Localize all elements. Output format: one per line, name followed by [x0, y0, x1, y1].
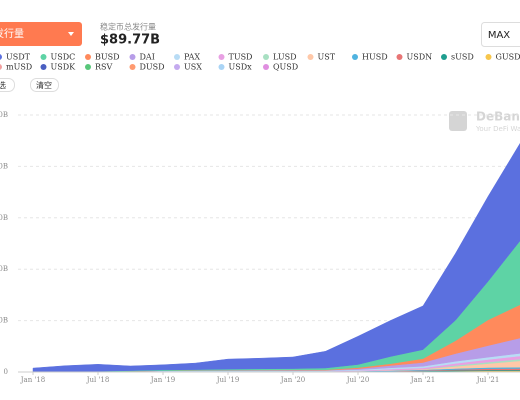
legend-marker — [40, 54, 47, 60]
legend-label: LUSD — [273, 53, 297, 62]
x-tick-label: Jul '18 — [86, 376, 110, 384]
legend-label: USDN — [407, 53, 433, 62]
legend-label: USDx — [229, 63, 253, 72]
legend-label: USDK — [51, 63, 77, 72]
legend-label: PAX — [184, 53, 200, 62]
clear[interactable]: 清空 — [30, 78, 59, 92]
range-button[interactable]: MAX — [481, 22, 520, 47]
clear-label[interactable]: 清空 — [36, 80, 52, 90]
x-tick-label: Jul '19 — [216, 376, 240, 384]
legend-marker — [485, 54, 492, 60]
watermark-subtitle: Your DeFi Wallet — [475, 125, 520, 133]
legend-label: USX — [184, 63, 202, 72]
y-tick-label: 80B — [0, 162, 8, 170]
legend-marker — [218, 54, 225, 60]
legend-marker — [129, 64, 136, 70]
dropdown-arrow[interactable] — [68, 32, 74, 36]
y-tick-label: 100B — [0, 111, 8, 119]
summary-label: 稳定币总发行量 — [100, 22, 156, 32]
legend-label: sUSD — [451, 53, 474, 62]
y-tick-label: 20B — [0, 317, 8, 325]
legend-marker — [85, 64, 91, 70]
x-tick-label: Jan '21 — [410, 376, 436, 384]
legend-marker — [263, 64, 269, 70]
legend-label: TUSD — [229, 53, 253, 62]
x-tick-label: Jan '19 — [150, 376, 176, 384]
legend-marker — [0, 64, 2, 70]
watermark-title: DeBank — [476, 110, 520, 124]
legend-label: USDT — [6, 53, 31, 62]
select-all-label[interactable]: 全选 — [0, 80, 6, 90]
dropdown-button[interactable] — [0, 22, 82, 46]
summary-value: $89.77B — [100, 33, 160, 48]
clear-frame[interactable] — [30, 78, 59, 92]
legend-marker — [396, 54, 403, 60]
x-tick-label: Jul '21 — [476, 376, 500, 384]
legend-marker — [0, 54, 2, 60]
x-tick-label: Jan '20 — [280, 376, 306, 384]
range-button-label[interactable]: MAX — [488, 30, 510, 41]
legend-label: RSV — [95, 63, 113, 72]
legend-marker — [263, 54, 269, 60]
legend-label: DAI — [140, 53, 155, 62]
plot: 0 20B 40B 60B 80B 100B Jan '18 Jul '18 Jan '19 Ju… — [0, 111, 520, 384]
y-tick-label: 0 — [4, 368, 8, 376]
legend-label: BUSD — [95, 53, 120, 62]
legend-marker — [218, 64, 225, 70]
legend-marker — [441, 54, 447, 60]
select-all[interactable]: 全选 — [0, 78, 15, 92]
legend-marker — [352, 54, 358, 60]
watermark: DeBank Your DeFi Wallet — [449, 110, 520, 133]
y-tick-label: 60B — [0, 214, 8, 222]
legend-label: HUSD — [362, 53, 388, 62]
legend-label: GUSD — [496, 53, 520, 62]
legend-marker — [174, 54, 180, 60]
legend-marker — [174, 64, 180, 70]
legend-marker — [129, 54, 136, 60]
watermark-logo — [449, 111, 467, 131]
legend-label: USDC — [51, 53, 76, 62]
legend-marker — [40, 64, 47, 70]
x-tick-label: Jan '18 — [20, 376, 46, 384]
legend-marker — [307, 54, 314, 60]
legend-label: DUSD — [140, 63, 165, 72]
legend-label: mUSD — [6, 63, 32, 72]
legend-label: UST — [318, 53, 336, 62]
select-all-frame[interactable] — [0, 78, 15, 92]
dropdown[interactable]: 发行量 — [0, 22, 82, 46]
dropdown-label[interactable]: 发行量 — [0, 27, 24, 40]
range-button-frame[interactable] — [481, 22, 520, 47]
x-tick-label: Jul '20 — [346, 376, 370, 384]
legend-label: QUSD — [273, 63, 298, 72]
legend-marker — [85, 54, 91, 60]
area — [32, 142, 520, 372]
y-tick-label: 40B — [0, 265, 8, 273]
